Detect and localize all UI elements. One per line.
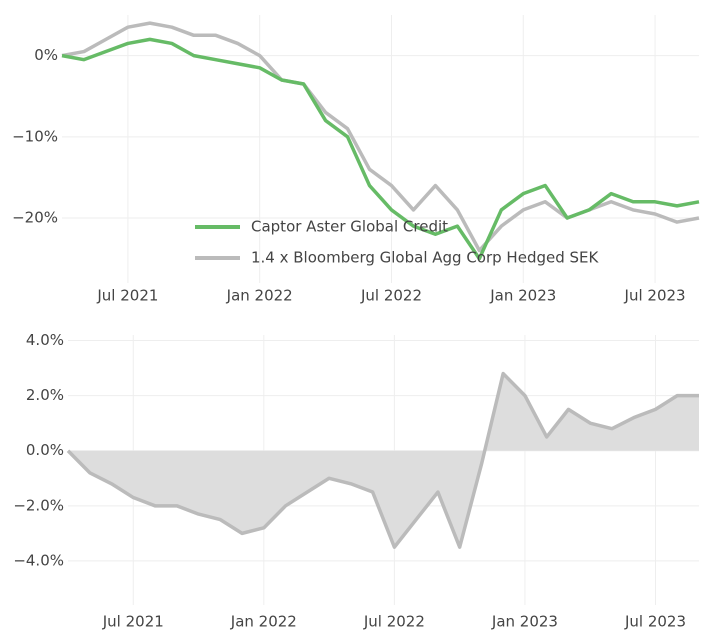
legend-label: Captor Aster Global Credit [251,218,448,236]
y-tick-label: 2.0% [26,386,64,404]
y-tick-label: −4.0% [13,551,64,569]
x-tick-label: Jul 2023 [624,287,686,305]
area-fill [68,373,699,548]
y-tick-label: 4.0% [26,331,64,349]
x-tick-label: Jan 2022 [226,287,293,305]
x-tick-label: Jan 2023 [491,613,558,631]
x-tick-label: Jan 2023 [489,287,556,305]
y-tick-label: 0.0% [26,441,64,459]
legend-label: 1.4 x Bloomberg Global Agg Corp Hedged S… [251,249,600,267]
x-tick-label: Jul 2022 [360,287,422,305]
y-tick-label: −2.0% [13,496,64,514]
line [66,371,699,549]
x-tick-label: Jul 2023 [624,613,686,631]
y-tick-label: −10% [12,127,58,145]
y-tick-label: 0% [34,46,58,64]
x-tick-label: Jan 2022 [230,613,297,631]
line [61,37,700,261]
x-tick-label: Jul 2021 [102,613,164,631]
x-tick-label: Jul 2022 [363,613,425,631]
y-tick-label: −20% [12,209,58,227]
x-tick-label: Jul 2021 [96,287,158,305]
